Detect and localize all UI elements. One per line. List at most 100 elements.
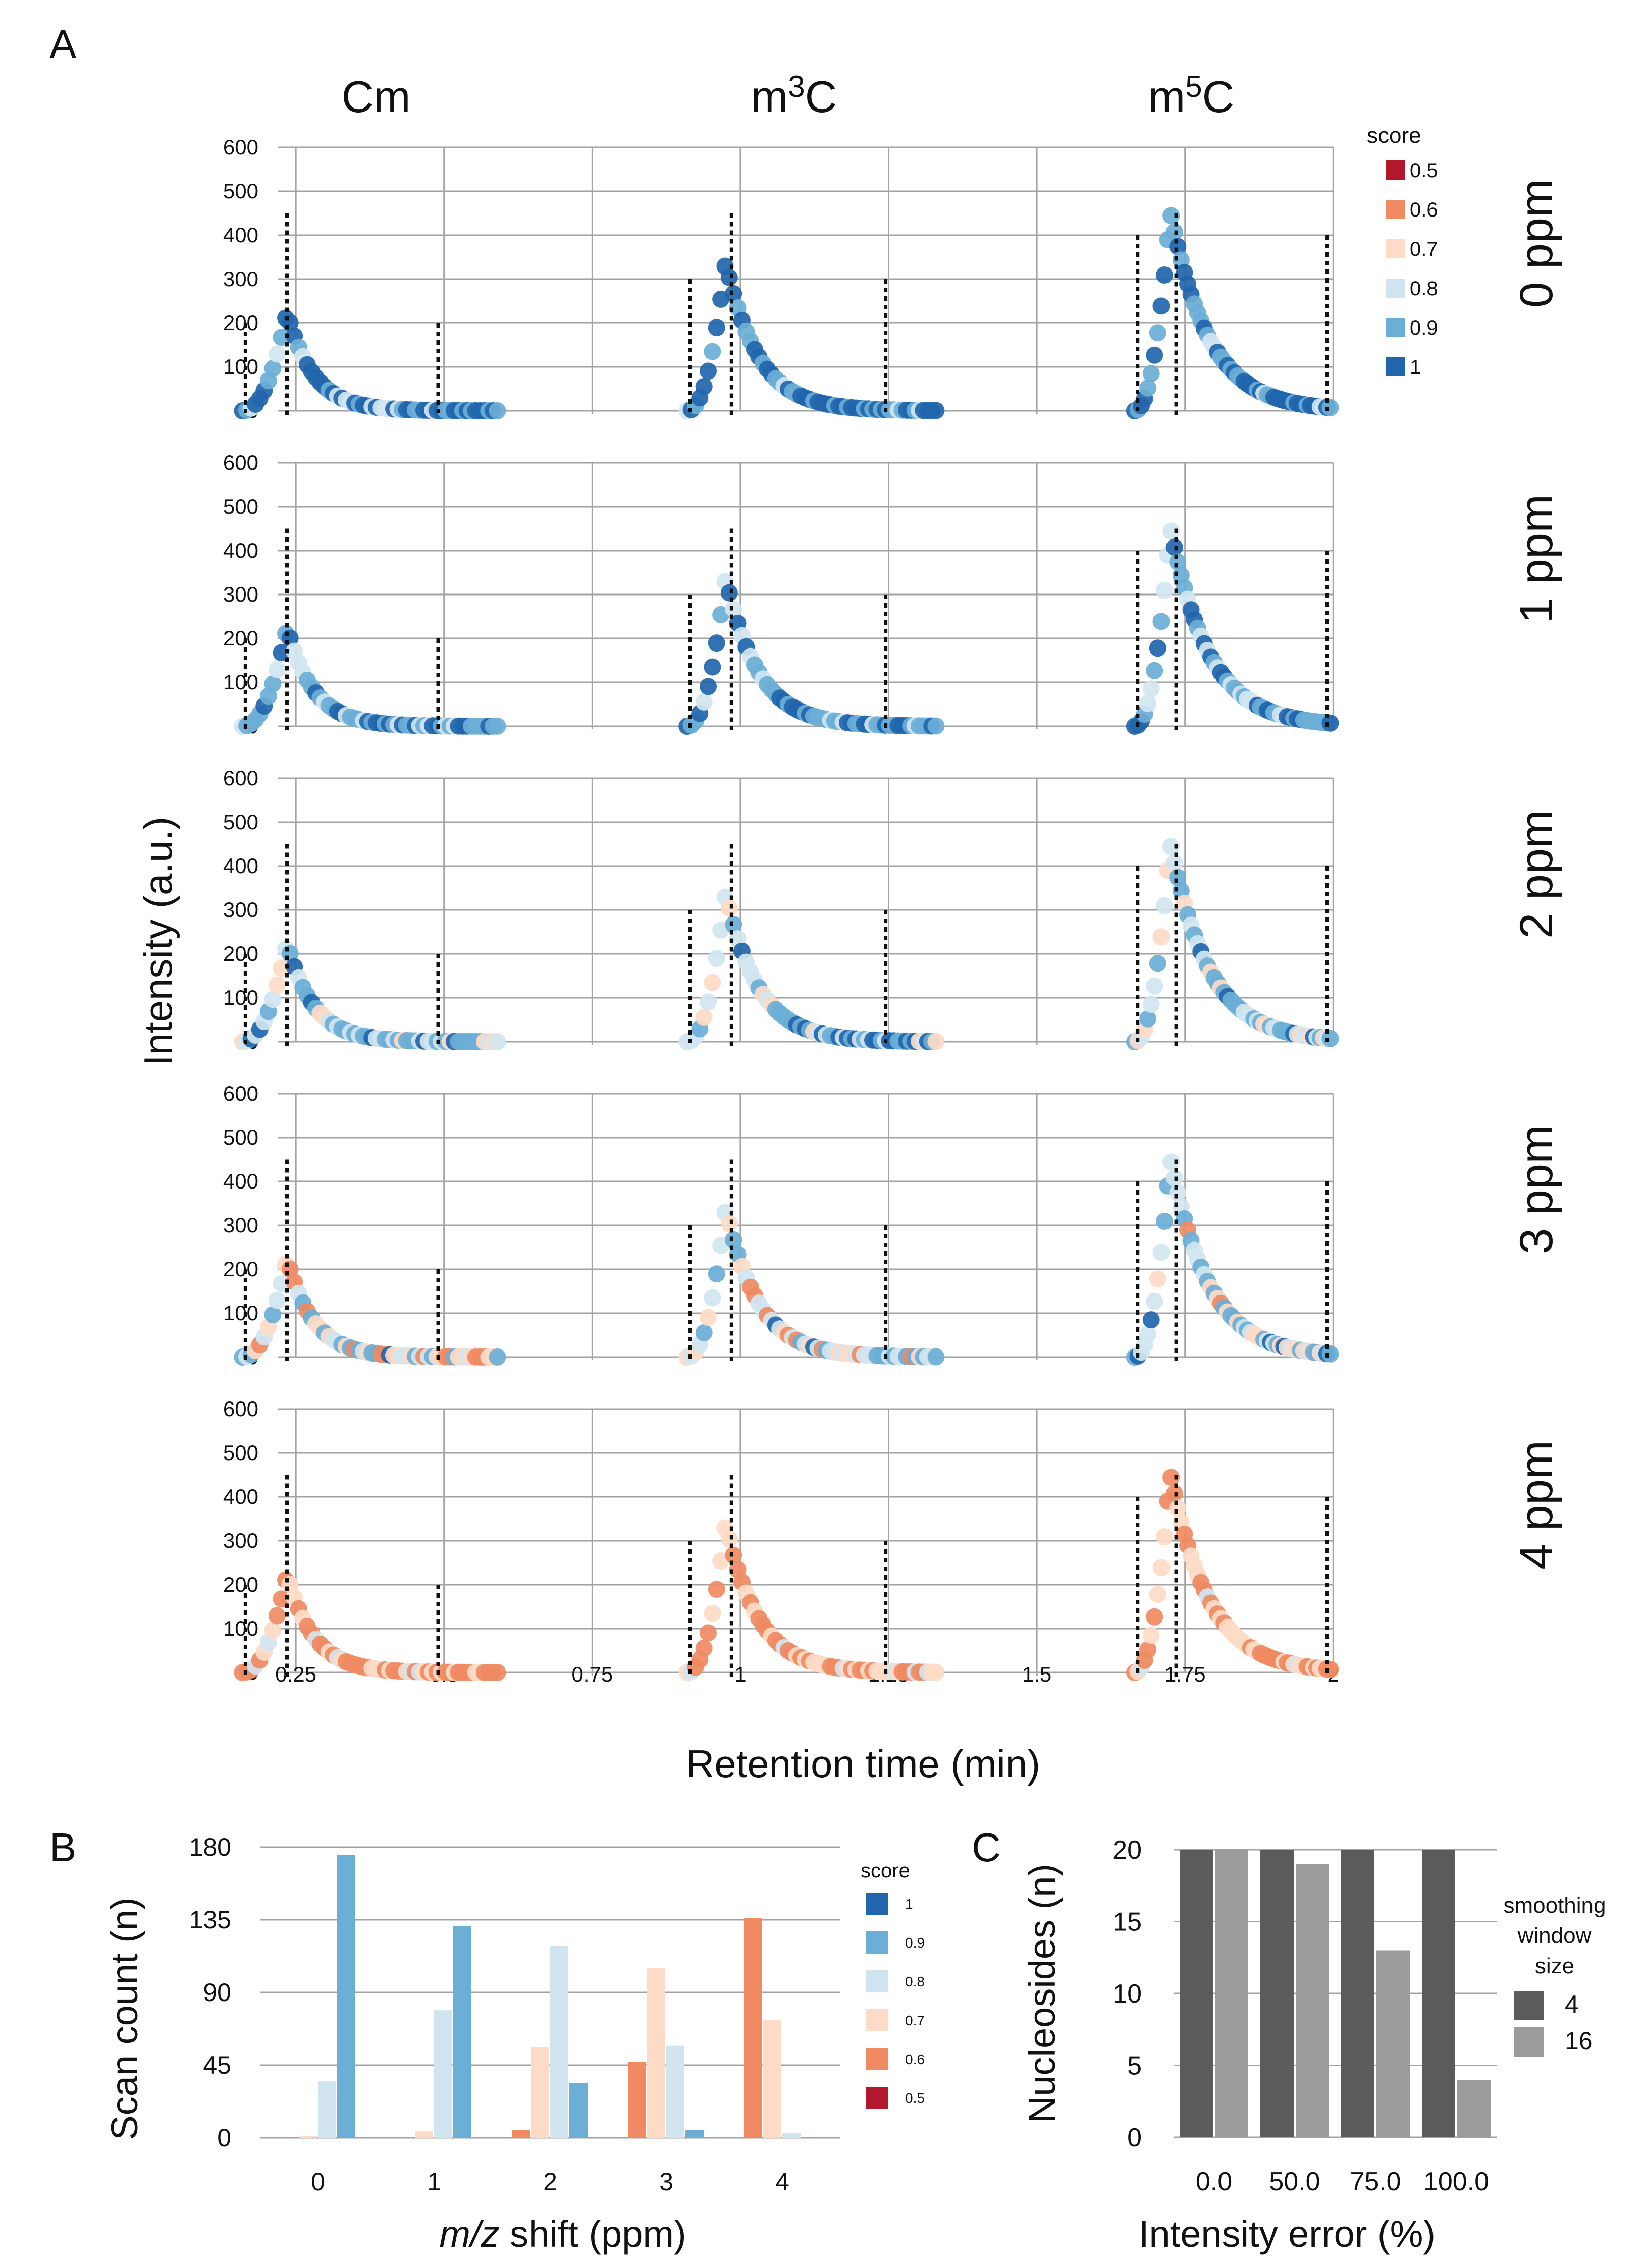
a-scan-point [1142, 996, 1160, 1013]
a-xtick-label: 1.5 [1022, 1662, 1051, 1686]
a-row-label: 1 ppm [1511, 494, 1562, 623]
a-ytick-label: 500 [223, 1441, 258, 1465]
a-scan-point [725, 600, 742, 618]
b-legend-swatch [866, 2087, 888, 2109]
a-scan-point [1139, 1325, 1157, 1343]
c-bar [1260, 1850, 1294, 2137]
c-xtick-label: 50.0 [1269, 2167, 1320, 2196]
panel-label-a: A [49, 22, 77, 67]
a-scan-point [264, 360, 282, 377]
a-scan-point [1152, 1559, 1170, 1577]
a-ytick-label: 400 [223, 1485, 258, 1508]
a-scan-point [273, 644, 290, 662]
c-legend-swatch [1514, 2027, 1544, 2057]
a-scan-point [1146, 662, 1163, 679]
a-scan-point [1169, 1499, 1187, 1517]
b-bar [434, 2010, 452, 2138]
b-legend-label: 0.7 [905, 2013, 925, 2028]
a-ytick-label: 300 [223, 898, 258, 922]
a-scan-point [1146, 977, 1163, 995]
panel-c-legend-title-1: smoothing [1503, 1893, 1606, 1918]
a-legend-label: 0.6 [1410, 199, 1438, 221]
panel-c-x-axis-label: Intensity error (%) [1139, 2213, 1436, 2255]
panel-c-axes: 0 5 10 15 20 0.0 50.0 75.0 100.0 [1112, 1835, 1489, 2196]
a-legend-label: 1 [1410, 356, 1421, 379]
a-legend-swatch [1386, 279, 1405, 298]
a-legend-label: 0.9 [1410, 317, 1438, 339]
a-scan-point [708, 950, 725, 967]
a-scan-point [264, 1306, 282, 1324]
a-legend-label: 0.8 [1410, 278, 1438, 300]
a-scan-point [1142, 1627, 1160, 1644]
a-scan-point [700, 1624, 717, 1642]
b-xtick-label: 2 [543, 2168, 557, 2196]
a-scan-point [700, 678, 717, 695]
c-xtick-label: 75.0 [1350, 2167, 1401, 2196]
a-scan-point [720, 584, 738, 602]
b-xtick-label: 3 [659, 2168, 673, 2196]
b-bar [550, 1946, 568, 2138]
b-xtick-label: 0 [311, 2168, 325, 2196]
a-scan-point [1155, 897, 1173, 914]
panel-b-score-legend: score 1 0.9 0.8 0.7 0.6 0.5 [861, 1860, 925, 2109]
a-scan-point [1139, 1010, 1157, 1028]
panel-a-score-legend: score 0.5 0.6 0.7 0.8 0.9 1 [1367, 123, 1438, 379]
a-ytick-label: 200 [223, 1573, 258, 1596]
column-title-m5c-rest: C [1202, 72, 1235, 122]
b-legend-swatch [866, 1893, 888, 1915]
a-ytick-label: 400 [223, 1169, 258, 1193]
column-title-m3c-base: m [751, 72, 788, 122]
a-legend-label: 0.7 [1410, 238, 1438, 260]
a-scan-point [708, 634, 725, 652]
a-scan-point [725, 915, 742, 933]
c-bar [1296, 1864, 1329, 2137]
a-scan-point [268, 661, 286, 678]
a-scan-point [927, 402, 945, 419]
a-scan-point [704, 343, 721, 360]
a-scan-point [1321, 714, 1339, 732]
panel-c-legend-title-2: window [1517, 1923, 1592, 1948]
a-scan-point [1146, 1608, 1163, 1626]
a-scan-point [1149, 1270, 1166, 1288]
c-bar [1457, 2080, 1491, 2137]
b-bar [782, 2133, 801, 2138]
a-scan-point [1162, 522, 1180, 540]
c-bar [1376, 1950, 1410, 2137]
b-ytick-label: 135 [189, 1906, 231, 1934]
b-bar [763, 2020, 781, 2138]
b-legend-swatch [866, 1970, 888, 1992]
b-bar [318, 2081, 336, 2138]
b-xtick-label: 4 [775, 2168, 789, 2196]
panel-label-c: C [972, 1825, 1001, 1870]
c-ytick-label: 10 [1112, 1979, 1142, 2009]
a-scan-point [927, 717, 945, 735]
a-xtick-label: 0.25 [275, 1662, 316, 1686]
panel-b-axes: 0 45 90 135 180 0 1 2 3 4 [189, 1833, 789, 2196]
a-row-label: 0 ppm [1511, 179, 1562, 308]
a-ytick-label: 600 [223, 135, 258, 159]
b-bar [666, 2045, 684, 2138]
a-ytick-label: 400 [223, 538, 258, 562]
a-scan-point [1142, 365, 1160, 383]
a-scan-point [700, 993, 717, 1011]
a-legend-swatch [1386, 200, 1405, 219]
b-bar [685, 2130, 704, 2138]
a-legend-label: 0.5 [1410, 159, 1438, 182]
b-bar [569, 2083, 588, 2138]
a-ytick-label: 100 [223, 986, 258, 1009]
a-scan-point [1142, 1311, 1160, 1329]
a-scan-point [1149, 639, 1166, 657]
a-row-label: 3 ppm [1511, 1125, 1562, 1254]
b-legend-label: 1 [905, 1896, 913, 1912]
column-title-m3c: m3C [751, 70, 837, 122]
a-ytick-label: 300 [223, 1213, 258, 1237]
a-scan-point [1162, 838, 1180, 855]
panel-a-legend-title: score [1367, 123, 1421, 148]
b-legend-label: 0.9 [905, 1935, 925, 1951]
a-scan-point [1155, 266, 1173, 284]
panel-c-nucleosides: 0 5 10 15 20 0.0 50.0 75.0 100.0 Nucleosides (n)… [1021, 1835, 1606, 2255]
c-ytick-label: 15 [1112, 1908, 1142, 1937]
a-legend-swatch [1386, 160, 1405, 180]
column-title-m5c-base: m [1148, 72, 1185, 122]
a-scan-point [489, 1348, 506, 1366]
